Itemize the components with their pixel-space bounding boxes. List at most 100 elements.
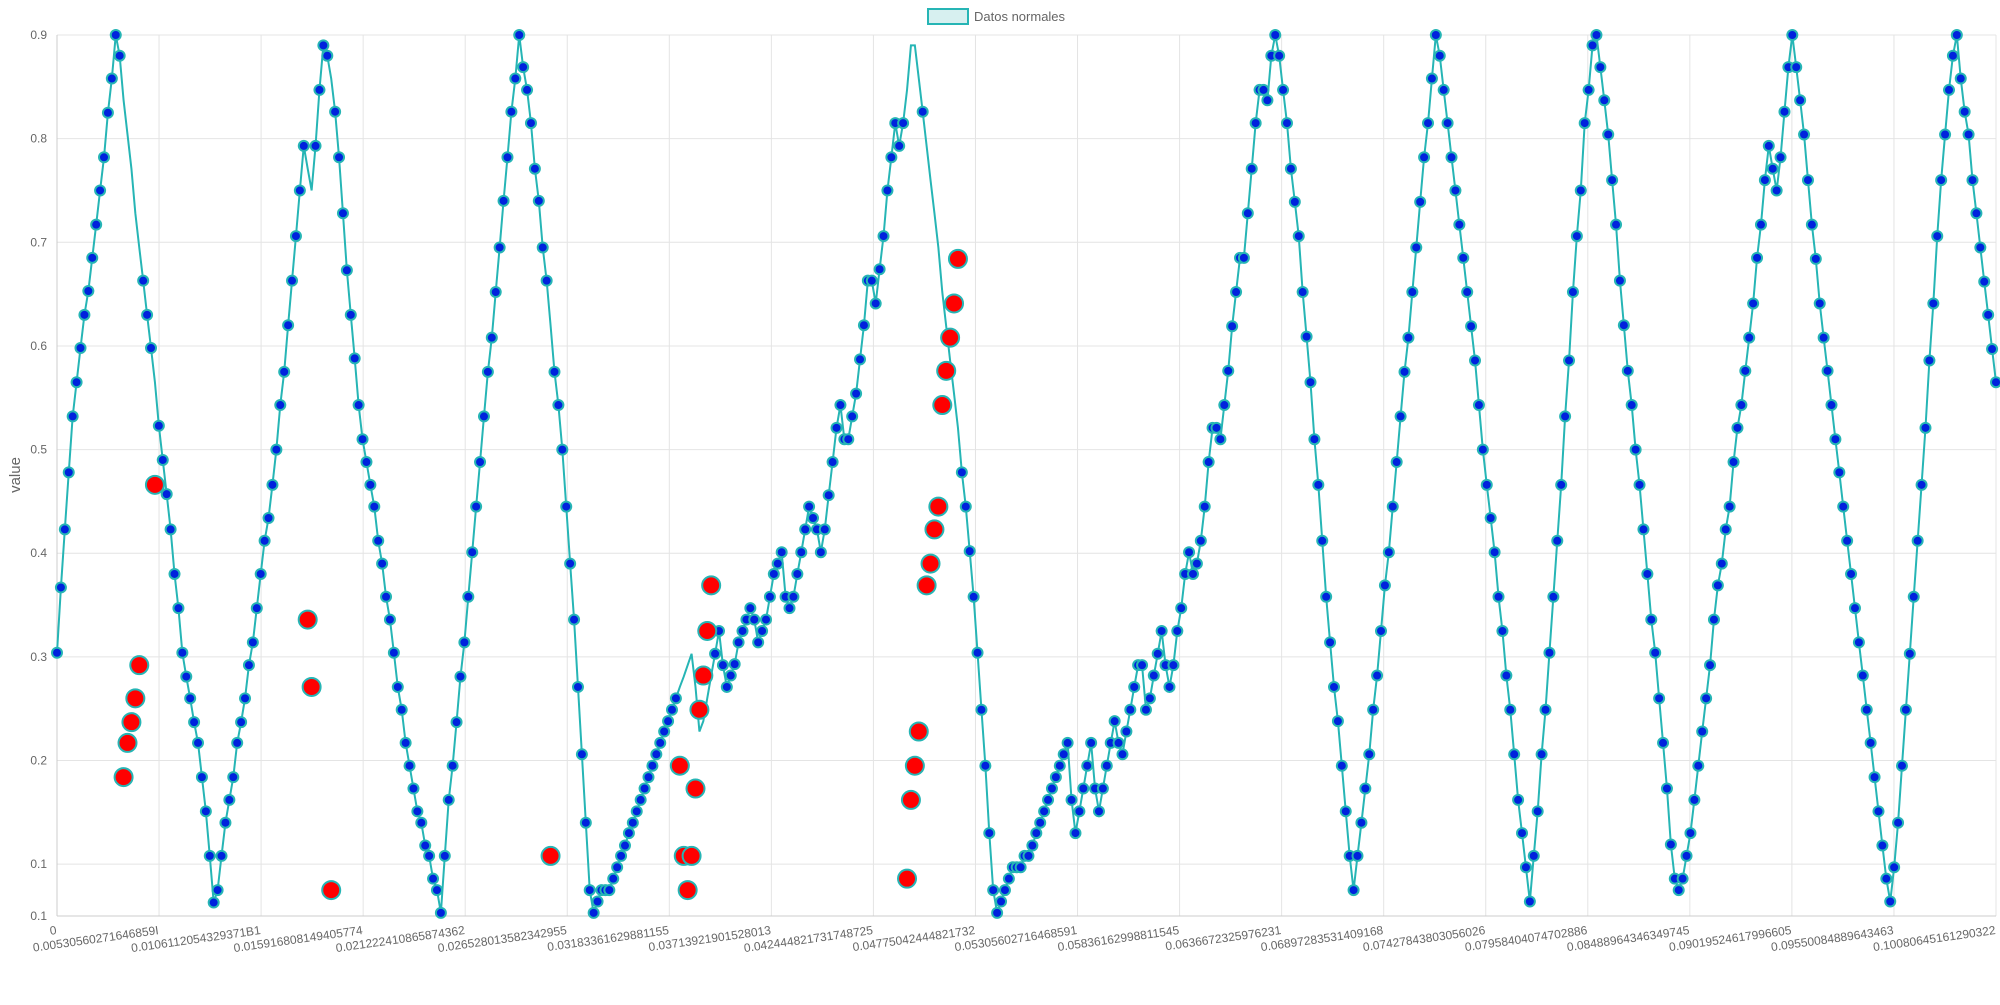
data-point[interactable]	[1735, 399, 1748, 412]
data-point[interactable]	[1261, 94, 1274, 107]
data-point[interactable]	[1833, 466, 1846, 479]
data-point[interactable]	[818, 523, 831, 536]
data-point[interactable]	[967, 590, 980, 603]
data-point[interactable]	[274, 399, 287, 412]
data-point[interactable]	[1304, 376, 1317, 389]
data-point[interactable]	[51, 646, 63, 659]
data-point[interactable]	[1758, 174, 1771, 187]
data-point[interactable]	[591, 895, 604, 908]
data-point[interactable]	[720, 680, 733, 693]
anomaly-point[interactable]	[701, 575, 722, 596]
data-point[interactable]	[1962, 128, 1975, 141]
data-point[interactable]	[854, 353, 867, 366]
data-point[interactable]	[1547, 590, 1560, 603]
data-point[interactable]	[724, 669, 737, 682]
data-point[interactable]	[1974, 241, 1987, 254]
data-point[interactable]	[881, 184, 894, 197]
data-point[interactable]	[826, 456, 839, 469]
data-point[interactable]	[916, 105, 929, 118]
data-point[interactable]	[1970, 207, 1983, 220]
data-point[interactable]	[297, 139, 310, 152]
data-point[interactable]	[427, 872, 440, 885]
data-point[interactable]	[1719, 523, 1732, 536]
data-point[interactable]	[1711, 579, 1724, 592]
data-point[interactable]	[1582, 83, 1595, 96]
data-point[interactable]	[278, 365, 291, 378]
data-point[interactable]	[1194, 534, 1207, 547]
data-point[interactable]	[1978, 275, 1991, 288]
data-point[interactable]	[1911, 534, 1924, 547]
data-point[interactable]	[1578, 117, 1591, 130]
data-point[interactable]	[98, 151, 111, 164]
data-point[interactable]	[1327, 680, 1340, 693]
data-point[interactable]	[1516, 827, 1529, 840]
data-point[interactable]	[1617, 319, 1630, 332]
anomaly-point[interactable]	[689, 699, 710, 720]
data-point[interactable]	[1649, 646, 1662, 659]
data-point[interactable]	[1641, 567, 1654, 580]
data-point[interactable]	[646, 759, 659, 772]
data-point[interactable]	[987, 884, 1000, 897]
data-point[interactable]	[1621, 364, 1634, 377]
data-point[interactable]	[1183, 546, 1196, 559]
data-point[interactable]	[356, 433, 369, 446]
data-point[interactable]	[1884, 895, 1897, 908]
data-point[interactable]	[1809, 252, 1822, 265]
data-point[interactable]	[344, 308, 357, 321]
data-point[interactable]	[1280, 117, 1293, 130]
data-point[interactable]	[1002, 872, 1015, 885]
anomaly-point[interactable]	[540, 845, 561, 866]
legend[interactable]: Datos normales	[927, 8, 1066, 25]
data-point[interactable]	[180, 670, 193, 683]
data-point[interactable]	[736, 624, 749, 637]
data-point[interactable]	[1574, 184, 1587, 197]
data-point[interactable]	[223, 793, 236, 806]
data-point[interactable]	[368, 500, 381, 513]
data-point[interactable]	[1535, 748, 1548, 761]
data-point[interactable]	[1868, 771, 1881, 784]
data-point[interactable]	[1042, 793, 1055, 806]
data-point[interactable]	[1143, 692, 1156, 705]
data-point[interactable]	[70, 376, 83, 389]
data-point[interactable]	[195, 771, 208, 784]
anomaly-point[interactable]	[900, 789, 921, 810]
data-point[interactable]	[1696, 725, 1709, 738]
data-point[interactable]	[1014, 861, 1027, 874]
anomaly-point[interactable]	[940, 327, 961, 348]
data-point[interactable]	[1480, 478, 1493, 491]
anomaly-point[interactable]	[669, 755, 690, 776]
data-point[interactable]	[1551, 534, 1564, 547]
data-point[interactable]	[1077, 782, 1090, 795]
data-point[interactable]	[1249, 117, 1262, 130]
data-point[interactable]	[1986, 343, 1999, 356]
data-point[interactable]	[477, 410, 490, 423]
data-point[interactable]	[1171, 624, 1184, 637]
data-point[interactable]	[1559, 410, 1572, 423]
anomaly-point[interactable]	[897, 868, 918, 889]
data-point[interactable]	[1829, 433, 1842, 446]
data-point[interactable]	[1390, 456, 1403, 469]
data-point[interactable]	[321, 49, 334, 62]
data-point[interactable]	[1613, 274, 1626, 287]
data-point[interactable]	[1335, 759, 1348, 772]
data-point[interactable]	[665, 703, 678, 716]
data-point[interactable]	[1120, 725, 1133, 738]
data-point[interactable]	[709, 647, 722, 660]
data-point[interactable]	[1903, 647, 1916, 660]
data-point[interactable]	[579, 816, 592, 829]
data-point[interactable]	[885, 151, 898, 164]
data-point[interactable]	[568, 613, 581, 626]
anomaly-point[interactable]	[129, 655, 150, 676]
data-point[interactable]	[286, 274, 299, 287]
anomaly-point[interactable]	[121, 712, 142, 733]
data-point[interactable]	[430, 884, 443, 897]
data-point[interactable]	[1437, 83, 1450, 96]
data-point[interactable]	[66, 410, 79, 423]
data-point[interactable]	[203, 849, 216, 862]
data-point[interactable]	[1218, 399, 1231, 412]
data-point[interactable]	[1065, 793, 1078, 806]
data-point[interactable]	[1073, 805, 1086, 818]
data-point[interactable]	[1151, 647, 1164, 660]
data-point[interactable]	[352, 399, 365, 412]
anomaly-point[interactable]	[113, 767, 134, 788]
